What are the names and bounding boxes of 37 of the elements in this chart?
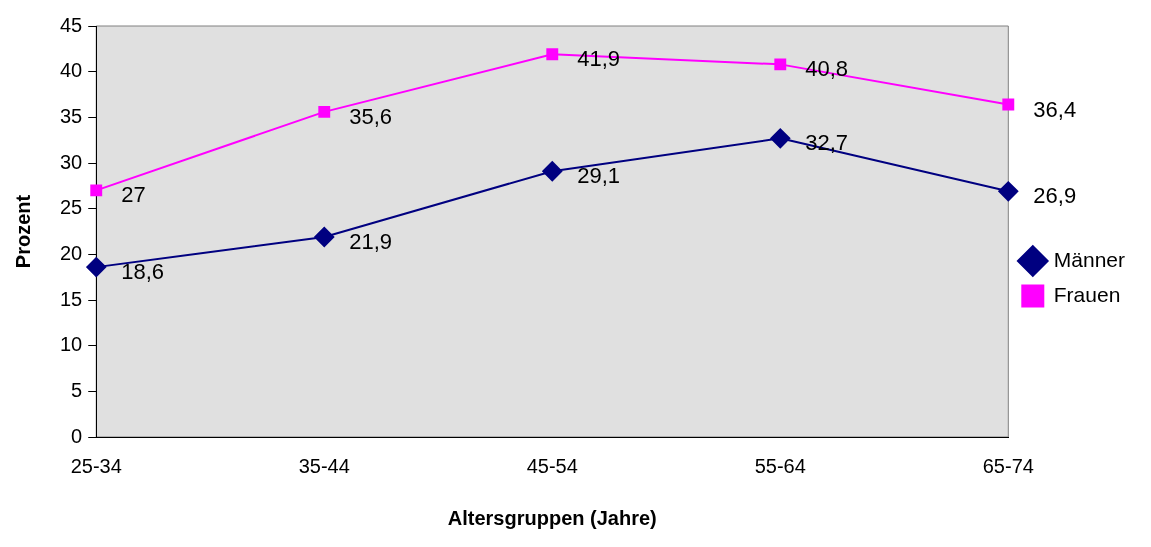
x-tick-label: 55-64 [754,454,806,477]
point [1002,98,1015,111]
legend-label: Männer [1053,247,1126,271]
y-tick-label: 25 [60,196,83,219]
point [86,257,107,278]
y-tick-label: 10 [60,333,83,356]
y-tick-label: 35 [60,104,83,127]
point [542,161,563,182]
x-axis-title: Altersgruppen (Jahre) [447,506,657,529]
point [770,128,791,149]
point [314,226,335,247]
y-tick-label: 40 [60,59,83,82]
legend-label: Frauen [1053,282,1121,306]
point [546,48,559,61]
point [90,184,103,197]
y-tick-label: 45 [60,13,83,36]
y-axis-title: Prozent [11,194,34,269]
y-tick-label: 20 [60,241,83,264]
x-tick-label: 25-34 [70,454,122,477]
y-tick-label: 0 [71,424,83,447]
y-tick-label: 15 [60,287,83,310]
data-label: 18,6 [121,259,165,285]
data-label: 21,9 [349,229,393,255]
data-label: 26,9 [1033,183,1077,209]
x-tick-label: 35-44 [298,454,350,477]
x-tick-label: 45-54 [526,454,578,477]
data-label: 27 [121,182,146,208]
point [998,181,1019,202]
data-label: 32,7 [805,130,849,156]
y-tick-label: 30 [60,150,83,173]
data-label: 36,4 [1033,96,1077,122]
point [318,105,331,118]
data-label: 29,1 [577,163,621,189]
data-label: 35,6 [349,103,393,129]
x-tick-label: 65-74 [982,454,1034,477]
point [774,58,787,71]
y-tick-label: 5 [71,378,83,401]
